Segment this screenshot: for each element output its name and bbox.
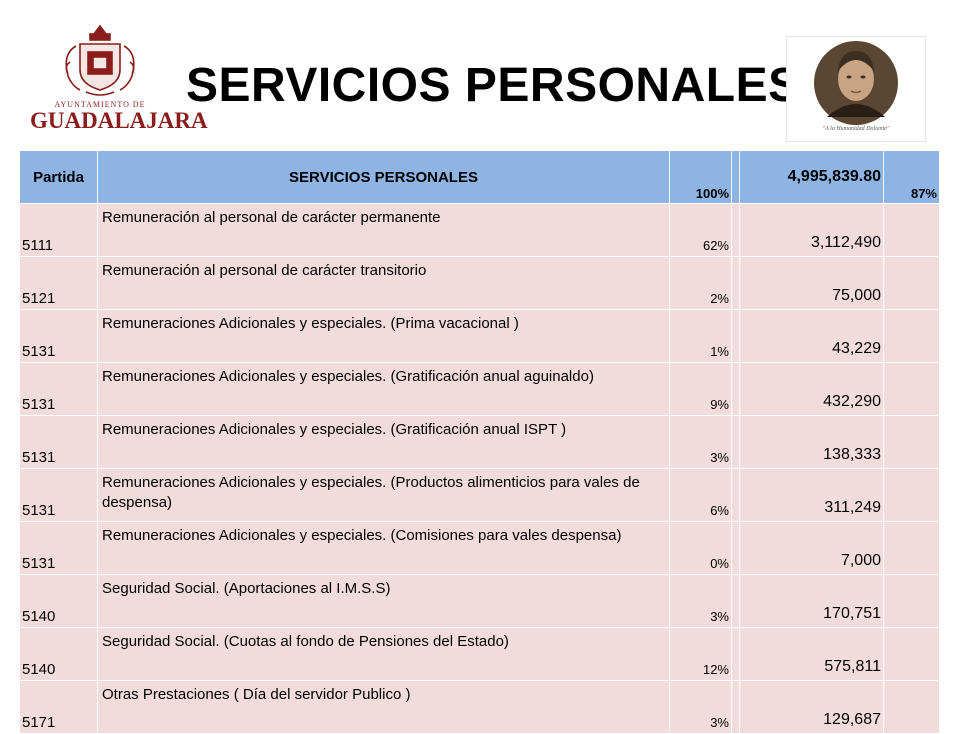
row-empty [883, 574, 940, 628]
row-percent: 3% [669, 574, 732, 628]
row-code: 5131 [19, 309, 98, 363]
row-amount: 7,000 [739, 521, 884, 575]
row-spacer [731, 362, 740, 416]
row-empty [883, 680, 940, 734]
row-spacer [731, 415, 740, 469]
row-empty [883, 256, 940, 310]
header-percent-total: 87% [883, 150, 940, 204]
table-row: 5131 Remuneraciones Adicionales y especi… [19, 521, 940, 575]
portrait-image: "A la Humanidad Doliente" [786, 36, 926, 142]
row-code: 5131 [19, 521, 98, 575]
table-row: 5131 Remuneraciones Adicionales y especi… [19, 415, 940, 469]
row-percent: 3% [669, 415, 732, 469]
row-empty [883, 468, 940, 522]
row-empty [883, 362, 940, 416]
logo-big-text: GUADALAJARA [30, 108, 208, 133]
row-percent: 0% [669, 521, 732, 575]
guadalajara-logo: AYUNTAMIENTO DE GUADALAJARA [30, 22, 208, 137]
row-spacer [731, 468, 740, 522]
row-amount: 129,687 [739, 680, 884, 734]
row-percent: 3% [669, 680, 732, 734]
table-row: 5140 Seguridad Social. (Cuotas al fondo … [19, 627, 940, 681]
table-row: 5171 Otras Prestaciones ( Día del servid… [19, 680, 940, 734]
row-spacer [731, 309, 740, 363]
row-code: 5140 [19, 574, 98, 628]
row-code: 5131 [19, 415, 98, 469]
row-empty [883, 309, 940, 363]
row-description: Remuneraciones Adicionales y especiales.… [97, 521, 670, 575]
row-amount: 311,249 [739, 468, 884, 522]
row-description: Otras Prestaciones ( Día del servidor Pu… [97, 680, 670, 734]
row-percent: 2% [669, 256, 732, 310]
row-code: 5131 [19, 362, 98, 416]
row-description: Remuneraciones Adicionales y especiales.… [97, 415, 670, 469]
row-description: Remuneraciones Adicionales y especiales.… [97, 362, 670, 416]
row-amount: 138,333 [739, 415, 884, 469]
table-header-row: Partida SERVICIOS PERSONALES 100% 4,995,… [19, 150, 940, 204]
row-amount: 3,112,490 [739, 203, 884, 257]
row-code: 5131 [19, 468, 98, 522]
row-spacer [731, 521, 740, 575]
row-code: 5121 [19, 256, 98, 310]
row-spacer [731, 680, 740, 734]
table-row: 5140 Seguridad Social. (Aportaciones al … [19, 574, 940, 628]
logo-small-text: AYUNTAMIENTO DE [54, 100, 146, 109]
portrait-caption: "A la Humanidad Doliente" [822, 126, 890, 132]
row-percent: 9% [669, 362, 732, 416]
row-amount: 575,811 [739, 627, 884, 681]
row-empty [883, 521, 940, 575]
row-description: Remuneración al personal de carácter tra… [97, 256, 670, 310]
row-empty [883, 627, 940, 681]
row-percent: 1% [669, 309, 732, 363]
row-amount: 75,000 [739, 256, 884, 310]
row-description: Remuneraciones Adicionales y especiales.… [97, 309, 670, 363]
header-description: SERVICIOS PERSONALES [97, 150, 670, 204]
row-amount: 43,229 [739, 309, 884, 363]
row-amount: 432,290 [739, 362, 884, 416]
header-percent: 100% [669, 150, 732, 204]
row-description: Remuneración al personal de carácter per… [97, 203, 670, 257]
row-spacer [731, 627, 740, 681]
header-spacer [731, 150, 740, 204]
row-percent: 6% [669, 468, 732, 522]
row-code: 5111 [19, 203, 98, 257]
row-spacer [731, 574, 740, 628]
row-description: Remuneraciones Adicionales y especiales.… [97, 468, 670, 522]
row-code: 5171 [19, 680, 98, 734]
header-code: Partida [19, 150, 98, 204]
coat-of-arms-icon [65, 24, 135, 96]
table-row: 5131 Remuneraciones Adicionales y especi… [19, 468, 940, 522]
row-spacer [731, 256, 740, 310]
table-row: 5131 Remuneraciones Adicionales y especi… [19, 362, 940, 416]
row-empty [883, 415, 940, 469]
table-row: 5131 Remuneraciones Adicionales y especi… [19, 309, 940, 363]
row-empty [883, 203, 940, 257]
row-description: Seguridad Social. (Aportaciones al I.M.S… [97, 574, 670, 628]
table-row: 5111 Remuneración al personal de carácte… [19, 203, 940, 257]
row-percent: 12% [669, 627, 732, 681]
row-percent: 62% [669, 203, 732, 257]
table-row: 5121 Remuneración al personal de carácte… [19, 256, 940, 310]
budget-table: Partida SERVICIOS PERSONALES 100% 4,995,… [19, 150, 940, 734]
row-spacer [731, 203, 740, 257]
row-code: 5140 [19, 627, 98, 681]
row-amount: 170,751 [739, 574, 884, 628]
portrait-icon [814, 41, 898, 125]
header-amount: 4,995,839.80 [739, 150, 884, 204]
page-title: SERVICIOS PERSONALES [186, 59, 801, 112]
row-description: Seguridad Social. (Cuotas al fondo de Pe… [97, 627, 670, 681]
